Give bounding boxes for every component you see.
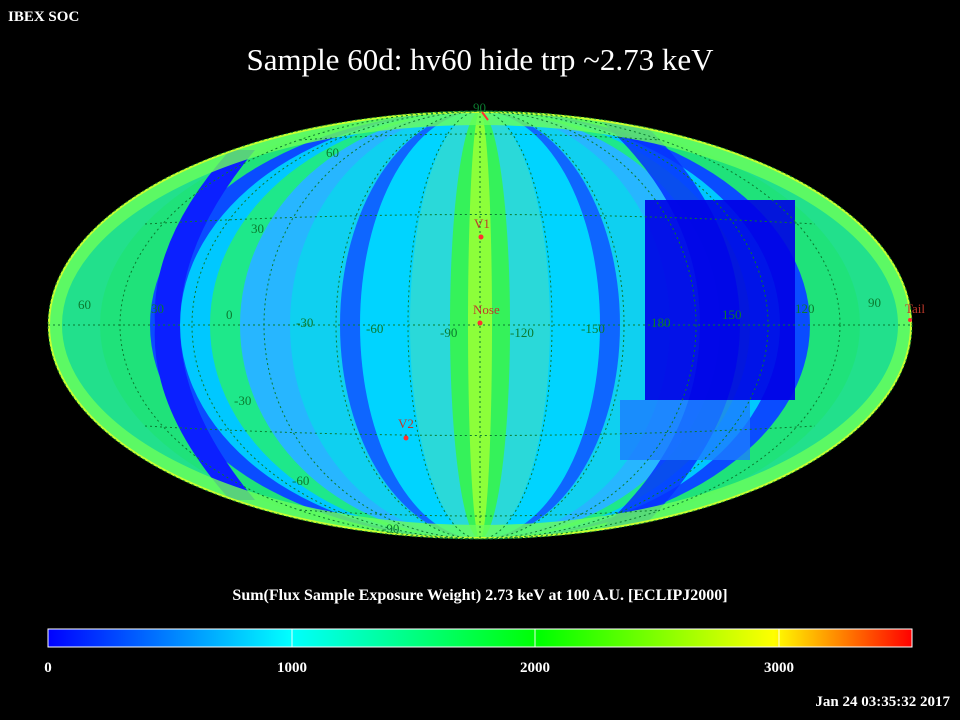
colorbar-tick-0: 0 <box>44 660 52 676</box>
lon-label-minus60: -60 <box>366 321 383 336</box>
colorbar-gradient <box>48 629 912 647</box>
colorbar-title: Sum(Flux Sample Exposure Weight) 2.73 ke… <box>232 587 728 604</box>
lat-label-minus60: -60 <box>292 473 309 488</box>
lon-label-90: 90 <box>868 295 881 310</box>
lon-label-120: 120 <box>795 301 815 316</box>
lon-label-0: 0 <box>226 307 233 322</box>
app-label: IBEX SOC <box>8 9 80 25</box>
nose-marker <box>477 320 483 326</box>
lat-label-minus30: -30 <box>234 393 251 408</box>
lon-label-30: 30 <box>151 301 164 316</box>
v1-label: V1 <box>474 216 490 231</box>
lon-label-150: 150 <box>722 307 742 322</box>
lat-label-90: 90 <box>473 100 486 115</box>
tail-label: Tail <box>905 301 925 316</box>
timestamp: Jan 24 03:35:32 2017 <box>815 694 950 710</box>
v2-label: V2 <box>398 416 414 431</box>
lon-label-minus150: -150 <box>581 321 605 336</box>
colorbar-tick-3000: 3000 <box>764 660 794 676</box>
lon-label-minus30: -30 <box>296 315 313 330</box>
north-pole-marker <box>481 111 489 121</box>
v2-marker <box>403 435 409 441</box>
lat-label-60: 60 <box>326 145 339 160</box>
lon-label-60: 60 <box>78 297 91 312</box>
colorbar-tick-1000: 1000 <box>277 660 307 676</box>
lat-label-minus90: -90 <box>382 521 399 536</box>
map-title: Sample 60d: hv60 hide trp ~2.73 keV <box>246 42 714 77</box>
lon-label-minus90: -90 <box>440 325 457 340</box>
lon-label-minus120: -120 <box>510 325 534 340</box>
lon-label-180: 180 <box>651 315 671 330</box>
v1-marker <box>478 234 484 240</box>
colorbar-tick-2000: 2000 <box>520 660 550 676</box>
tail-marker <box>908 318 912 322</box>
nose-label: Nose <box>473 302 500 317</box>
colorbar <box>47 628 913 648</box>
lat-label-30: 30 <box>251 221 264 236</box>
